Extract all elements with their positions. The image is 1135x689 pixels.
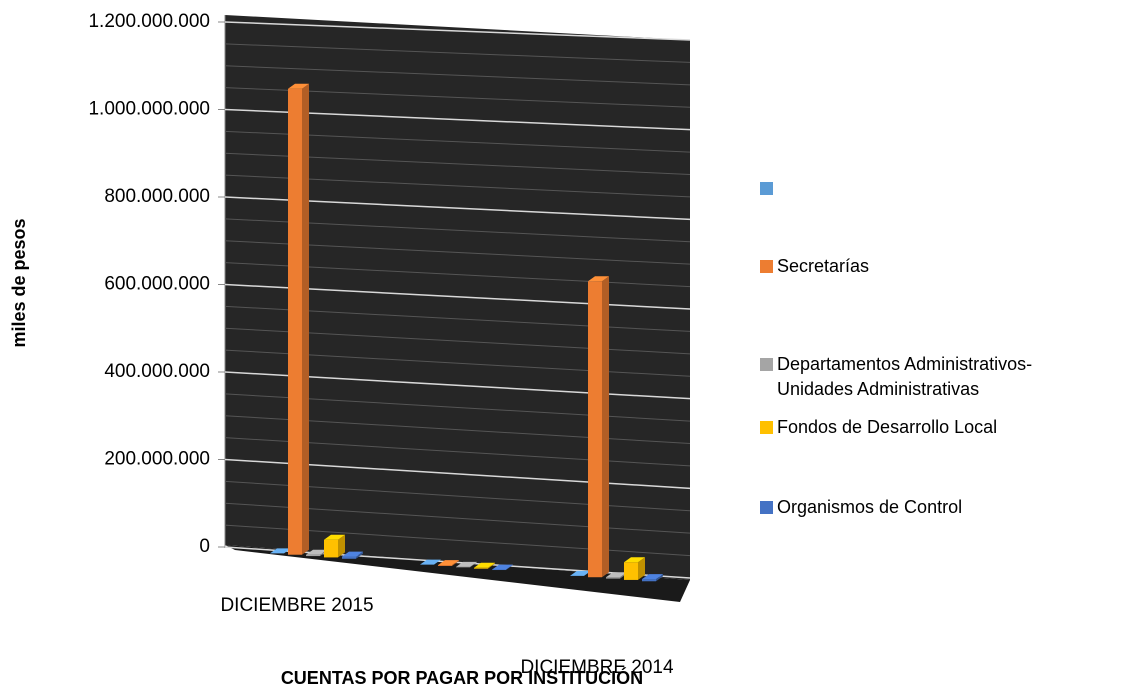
bar-top bbox=[270, 548, 291, 554]
legend-entry: Secretarías bbox=[760, 254, 1105, 279]
bar-top bbox=[324, 534, 345, 540]
bar-side bbox=[638, 557, 645, 580]
bar-top bbox=[474, 562, 495, 568]
bar bbox=[342, 551, 363, 559]
legend-swatch bbox=[760, 358, 773, 371]
bar-top bbox=[342, 551, 363, 557]
legend-label: Secretarías bbox=[777, 256, 870, 276]
bar-side bbox=[356, 551, 363, 559]
y-tick-label: 600.000.000 bbox=[104, 274, 210, 295]
bar-top bbox=[492, 564, 513, 570]
legend-swatch bbox=[760, 182, 773, 195]
bar bbox=[588, 276, 609, 578]
bar-front bbox=[306, 554, 320, 557]
grid-line bbox=[224, 21, 691, 41]
bar-side bbox=[506, 564, 513, 571]
bar bbox=[456, 561, 477, 568]
bar-top bbox=[588, 276, 609, 282]
x-axis-title: CUENTAS POR PAGAR POR INSTITUCIÓN bbox=[281, 667, 643, 688]
bar-side bbox=[488, 562, 495, 569]
bar-side bbox=[338, 534, 345, 558]
bar-top bbox=[624, 557, 645, 563]
y-tick-label: 400.000.000 bbox=[104, 361, 210, 382]
bar-top bbox=[306, 549, 327, 555]
legend-label: Fondos de Desarrollo Local bbox=[777, 417, 998, 437]
bar-side bbox=[656, 574, 663, 582]
minor-grid-line bbox=[224, 43, 691, 63]
bar-top bbox=[288, 83, 309, 89]
bar bbox=[270, 548, 291, 554]
y-tick-label: 1.200.000.000 bbox=[88, 11, 210, 32]
bar-front bbox=[438, 565, 452, 566]
bar-top bbox=[570, 570, 591, 576]
bar-top bbox=[420, 559, 441, 565]
bar-front bbox=[474, 567, 488, 569]
legend-label: Departamentos Administrativos-Unidades A… bbox=[777, 354, 1033, 399]
bar-top bbox=[438, 560, 459, 566]
bar-front bbox=[624, 562, 638, 580]
legend-entry: Fondos de Desarrollo Local bbox=[760, 415, 1105, 440]
legend-swatch bbox=[760, 421, 773, 434]
bar bbox=[642, 574, 663, 582]
bar bbox=[624, 557, 645, 580]
bar bbox=[420, 559, 441, 565]
legend-entry: Organismos de Control bbox=[760, 495, 1105, 520]
bar-top bbox=[456, 561, 477, 567]
bar-front bbox=[342, 556, 356, 559]
bar-front bbox=[288, 88, 302, 555]
bar bbox=[570, 570, 591, 576]
legend-entry: Departamentos Administrativos-Unidades A… bbox=[760, 352, 1105, 402]
y-tick-label: 1.000.000.000 bbox=[88, 99, 210, 120]
bar-top bbox=[642, 574, 663, 580]
bar-front bbox=[324, 539, 338, 558]
legend-swatch bbox=[760, 260, 773, 273]
minor-grid-line bbox=[224, 65, 691, 86]
y-axis-title: miles de pesos bbox=[9, 218, 29, 347]
bar-front bbox=[588, 281, 602, 578]
y-tick-label: 800.000.000 bbox=[104, 186, 210, 207]
y-tick-label: 0 bbox=[199, 536, 210, 557]
legend-entry bbox=[760, 176, 1105, 195]
bar-front bbox=[606, 577, 620, 579]
bar bbox=[288, 83, 309, 555]
bar bbox=[438, 560, 459, 566]
legend-label: Organismos de Control bbox=[777, 497, 963, 517]
floor bbox=[225, 545, 690, 602]
bar-side bbox=[602, 276, 609, 578]
bar-side bbox=[452, 560, 459, 566]
x-tick-label: DICIEMBRE 2014 bbox=[520, 657, 674, 678]
bar bbox=[492, 564, 513, 571]
bar bbox=[324, 534, 345, 558]
bar-front bbox=[642, 579, 656, 582]
bar-top bbox=[606, 572, 627, 578]
bar-side bbox=[302, 83, 309, 555]
bar-side bbox=[470, 561, 477, 568]
y-tick-label: 200.000.000 bbox=[104, 449, 210, 470]
bar bbox=[474, 562, 495, 569]
x-tick-label: DICIEMBRE 2015 bbox=[220, 595, 373, 616]
legend-swatch bbox=[760, 501, 773, 514]
